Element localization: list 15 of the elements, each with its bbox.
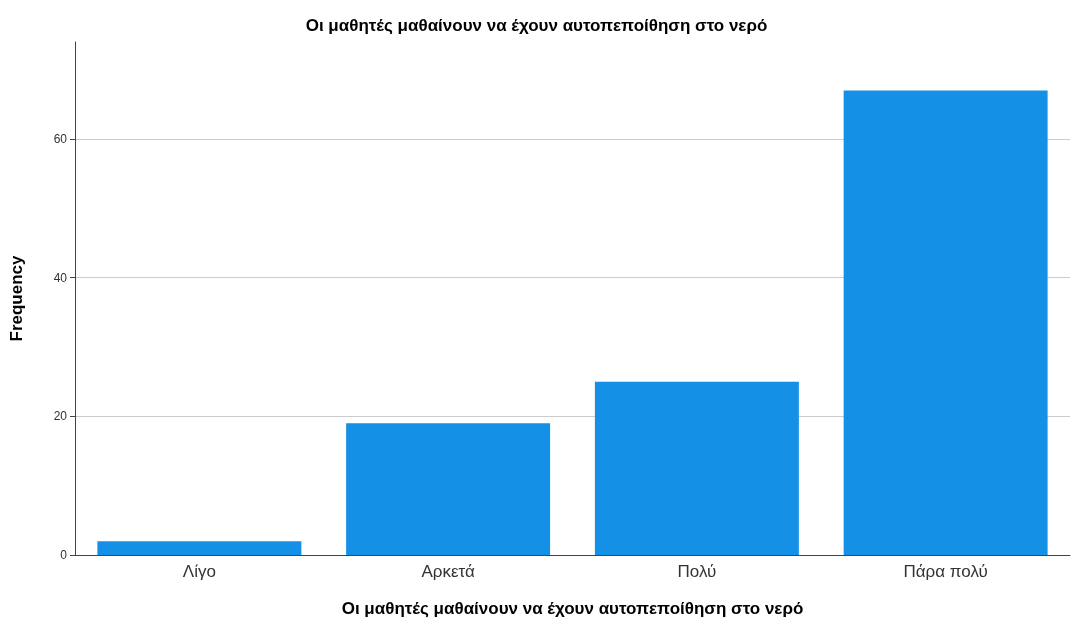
bar bbox=[843, 90, 1048, 555]
y-tick-label: 60 bbox=[53, 132, 68, 147]
chart-title: Οι μαθητές μαθαίνουν να έχουν αυτοπεποίθηση στο νερό bbox=[305, 16, 768, 35]
x-tick-label: Λίγο bbox=[182, 562, 216, 581]
x-tick-label: Αρκετά bbox=[421, 562, 475, 581]
y-tick-label: 0 bbox=[60, 548, 68, 562]
bar bbox=[97, 541, 302, 555]
x-tick-label: Πάρα πολύ bbox=[903, 562, 988, 581]
y-tick-label: 40 bbox=[53, 270, 68, 285]
y-tick-label: 20 bbox=[53, 409, 68, 424]
x-axis-title: Οι μαθητές μαθαίνουν να έχουν αυτοπεποίθηση στο νερό bbox=[341, 599, 804, 618]
y-axis-title: Frequency bbox=[7, 254, 26, 342]
bar bbox=[346, 423, 551, 555]
bar bbox=[594, 381, 799, 555]
x-tick-label: Πολύ bbox=[677, 562, 717, 581]
